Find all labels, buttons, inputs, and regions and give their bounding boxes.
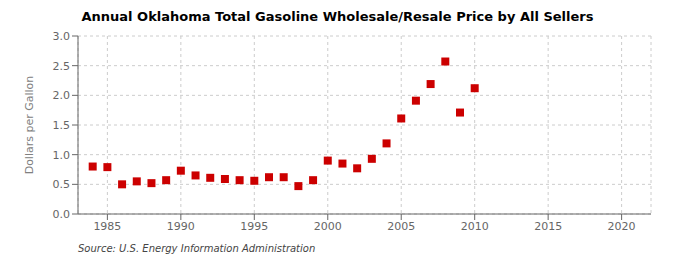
- svg-text:0.5: 0.5: [53, 178, 71, 191]
- svg-text:0.0: 0.0: [53, 208, 71, 221]
- svg-text:1.0: 1.0: [53, 149, 71, 162]
- svg-text:2.5: 2.5: [53, 60, 71, 73]
- svg-text:2015: 2015: [534, 220, 562, 233]
- svg-text:2005: 2005: [387, 220, 415, 233]
- svg-text:2020: 2020: [608, 220, 636, 233]
- html-text:Source: U.S. Energy Informatio: Source: U.S. Energy Information Administ…: [78, 243, 316, 254]
- svg-text:Dollars per Gallon: Dollars per Gallon: [23, 76, 36, 175]
- svg-text:1985: 1985: [93, 220, 121, 233]
- svg-text:2000: 2000: [314, 220, 342, 233]
- html-text:Annual Oklahoma Total Gasoline: Annual Oklahoma Total Gasoline Wholesale…: [81, 9, 594, 24]
- svg-text:2.0: 2.0: [53, 89, 71, 102]
- svg-text:1990: 1990: [167, 220, 195, 233]
- svg-text:1.5: 1.5: [53, 119, 71, 132]
- svg-text:2010: 2010: [461, 220, 489, 233]
- svg-text:3.0: 3.0: [53, 30, 71, 43]
- svg-text:1995: 1995: [240, 220, 268, 233]
